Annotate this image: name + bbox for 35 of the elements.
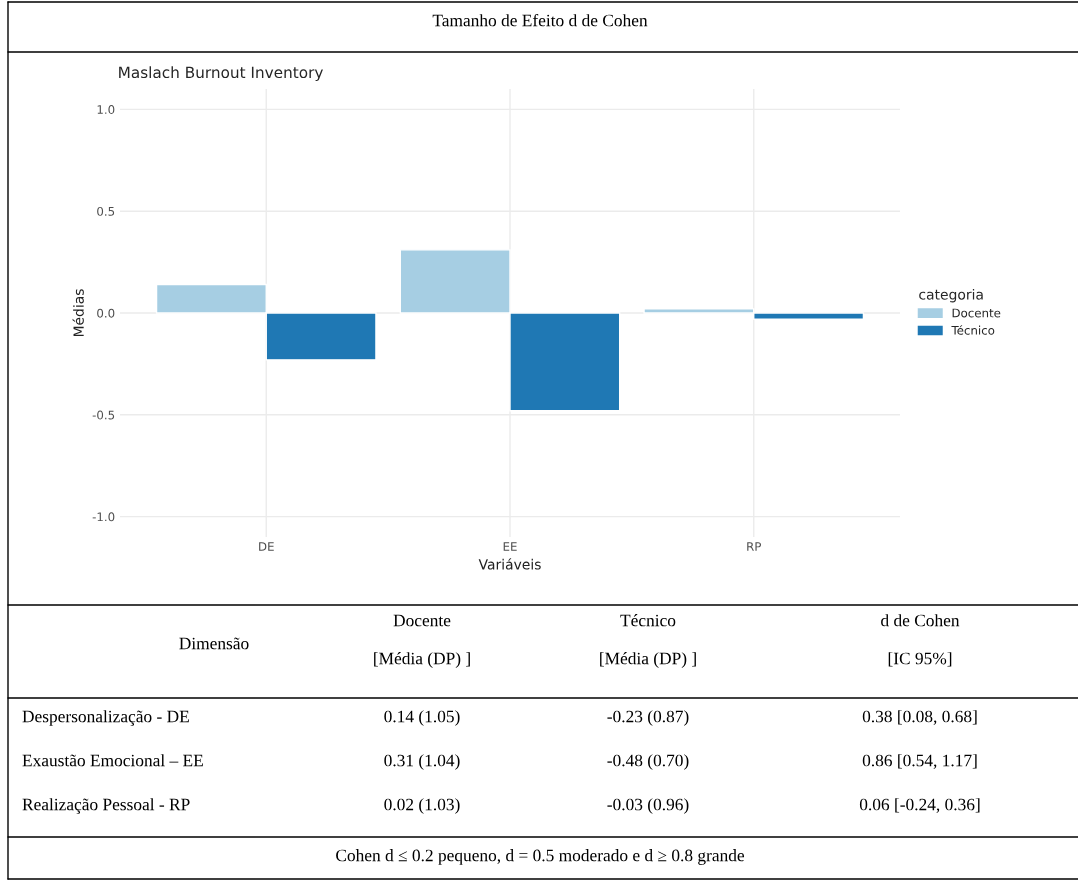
text: Dimensão bbox=[179, 637, 249, 650]
y-tick-label: 1.0 bbox=[97, 105, 115, 115]
legend-label: Docente bbox=[952, 308, 1001, 318]
x-axis-title: Variáveis bbox=[478, 558, 541, 570]
text: -0.23 (0.87) bbox=[607, 710, 689, 726]
y-axis-title: Médias bbox=[72, 289, 84, 337]
legend-title: categoria bbox=[919, 288, 983, 303]
text: [Média (DP) ] bbox=[600, 652, 696, 668]
text: [IC 95%] bbox=[888, 652, 952, 667]
x-tick-label: EE bbox=[503, 542, 517, 551]
text: -0.48 (0.70) bbox=[607, 754, 689, 770]
text: d de Cohen bbox=[881, 614, 960, 627]
text: Técnico bbox=[620, 614, 676, 627]
text: -0.03 (0.96) bbox=[607, 798, 689, 814]
y-tick-label: -0.5 bbox=[92, 410, 115, 420]
y-tick-label: 0.0 bbox=[97, 308, 115, 318]
text: 0.86 [0.54, 1.17] bbox=[862, 754, 977, 769]
legend-label: Técnico bbox=[951, 325, 995, 335]
y-tick-label: -1.0 bbox=[92, 512, 115, 522]
text: Tamanho de Efeito d de Cohen bbox=[432, 13, 648, 27]
text: Exaustão Emocional – EE bbox=[22, 754, 203, 767]
x-tick-label: DE bbox=[259, 542, 274, 551]
text: Despersonalização - DE bbox=[22, 710, 189, 726]
text: [Média (DP) ] bbox=[374, 652, 470, 668]
text: Cohen d ≤ 0.2 pequeno, d = 0.5 moderado e d ≥ 0.8 grande bbox=[336, 849, 745, 865]
y-tick-label: 0.5 bbox=[97, 206, 115, 216]
text: 0.31 (1.04) bbox=[384, 754, 460, 770]
text: 0.06 [-0.24, 0.36] bbox=[859, 798, 980, 813]
text: 0.14 (1.05) bbox=[384, 710, 460, 726]
text: Realização Pessoal - RP bbox=[22, 798, 190, 814]
text: Docente bbox=[393, 614, 451, 627]
text: 0.38 [0.08, 0.68] bbox=[862, 710, 977, 725]
text: 0.02 (1.03) bbox=[384, 798, 460, 814]
x-tick-label: RP bbox=[747, 542, 762, 551]
chart-title: Maslach Burnout Inventory bbox=[119, 66, 323, 82]
